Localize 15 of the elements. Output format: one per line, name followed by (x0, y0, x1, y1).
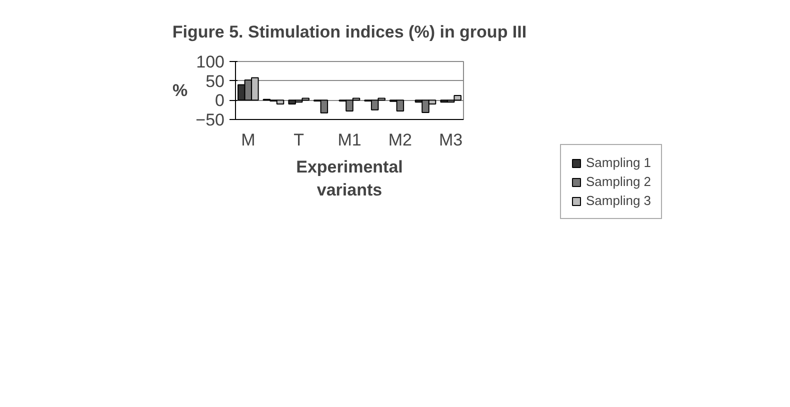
x-tick-label: T (294, 130, 304, 150)
x-tick-label: M1 (338, 130, 362, 150)
legend-label: Sampling 1 (586, 155, 652, 170)
chart-title: Figure 5. Stimulation indices (%) in group III (172, 22, 527, 42)
x-tick-label: M2 (388, 130, 412, 150)
x-tick-label: M (241, 130, 256, 150)
y-tick-label: 100 (196, 52, 225, 72)
y-tick-label: 50 (206, 72, 225, 91)
y-tick-label: 0 (215, 91, 225, 110)
legend-label: Sampling 2 (586, 174, 652, 189)
legend-label: Sampling 3 (586, 193, 652, 208)
y-tick-label: −50 (196, 110, 225, 130)
y-axis-title: % (172, 81, 188, 100)
x-axis-title: Experimental variants (296, 158, 403, 200)
x-tick-label: M3 (439, 130, 463, 150)
